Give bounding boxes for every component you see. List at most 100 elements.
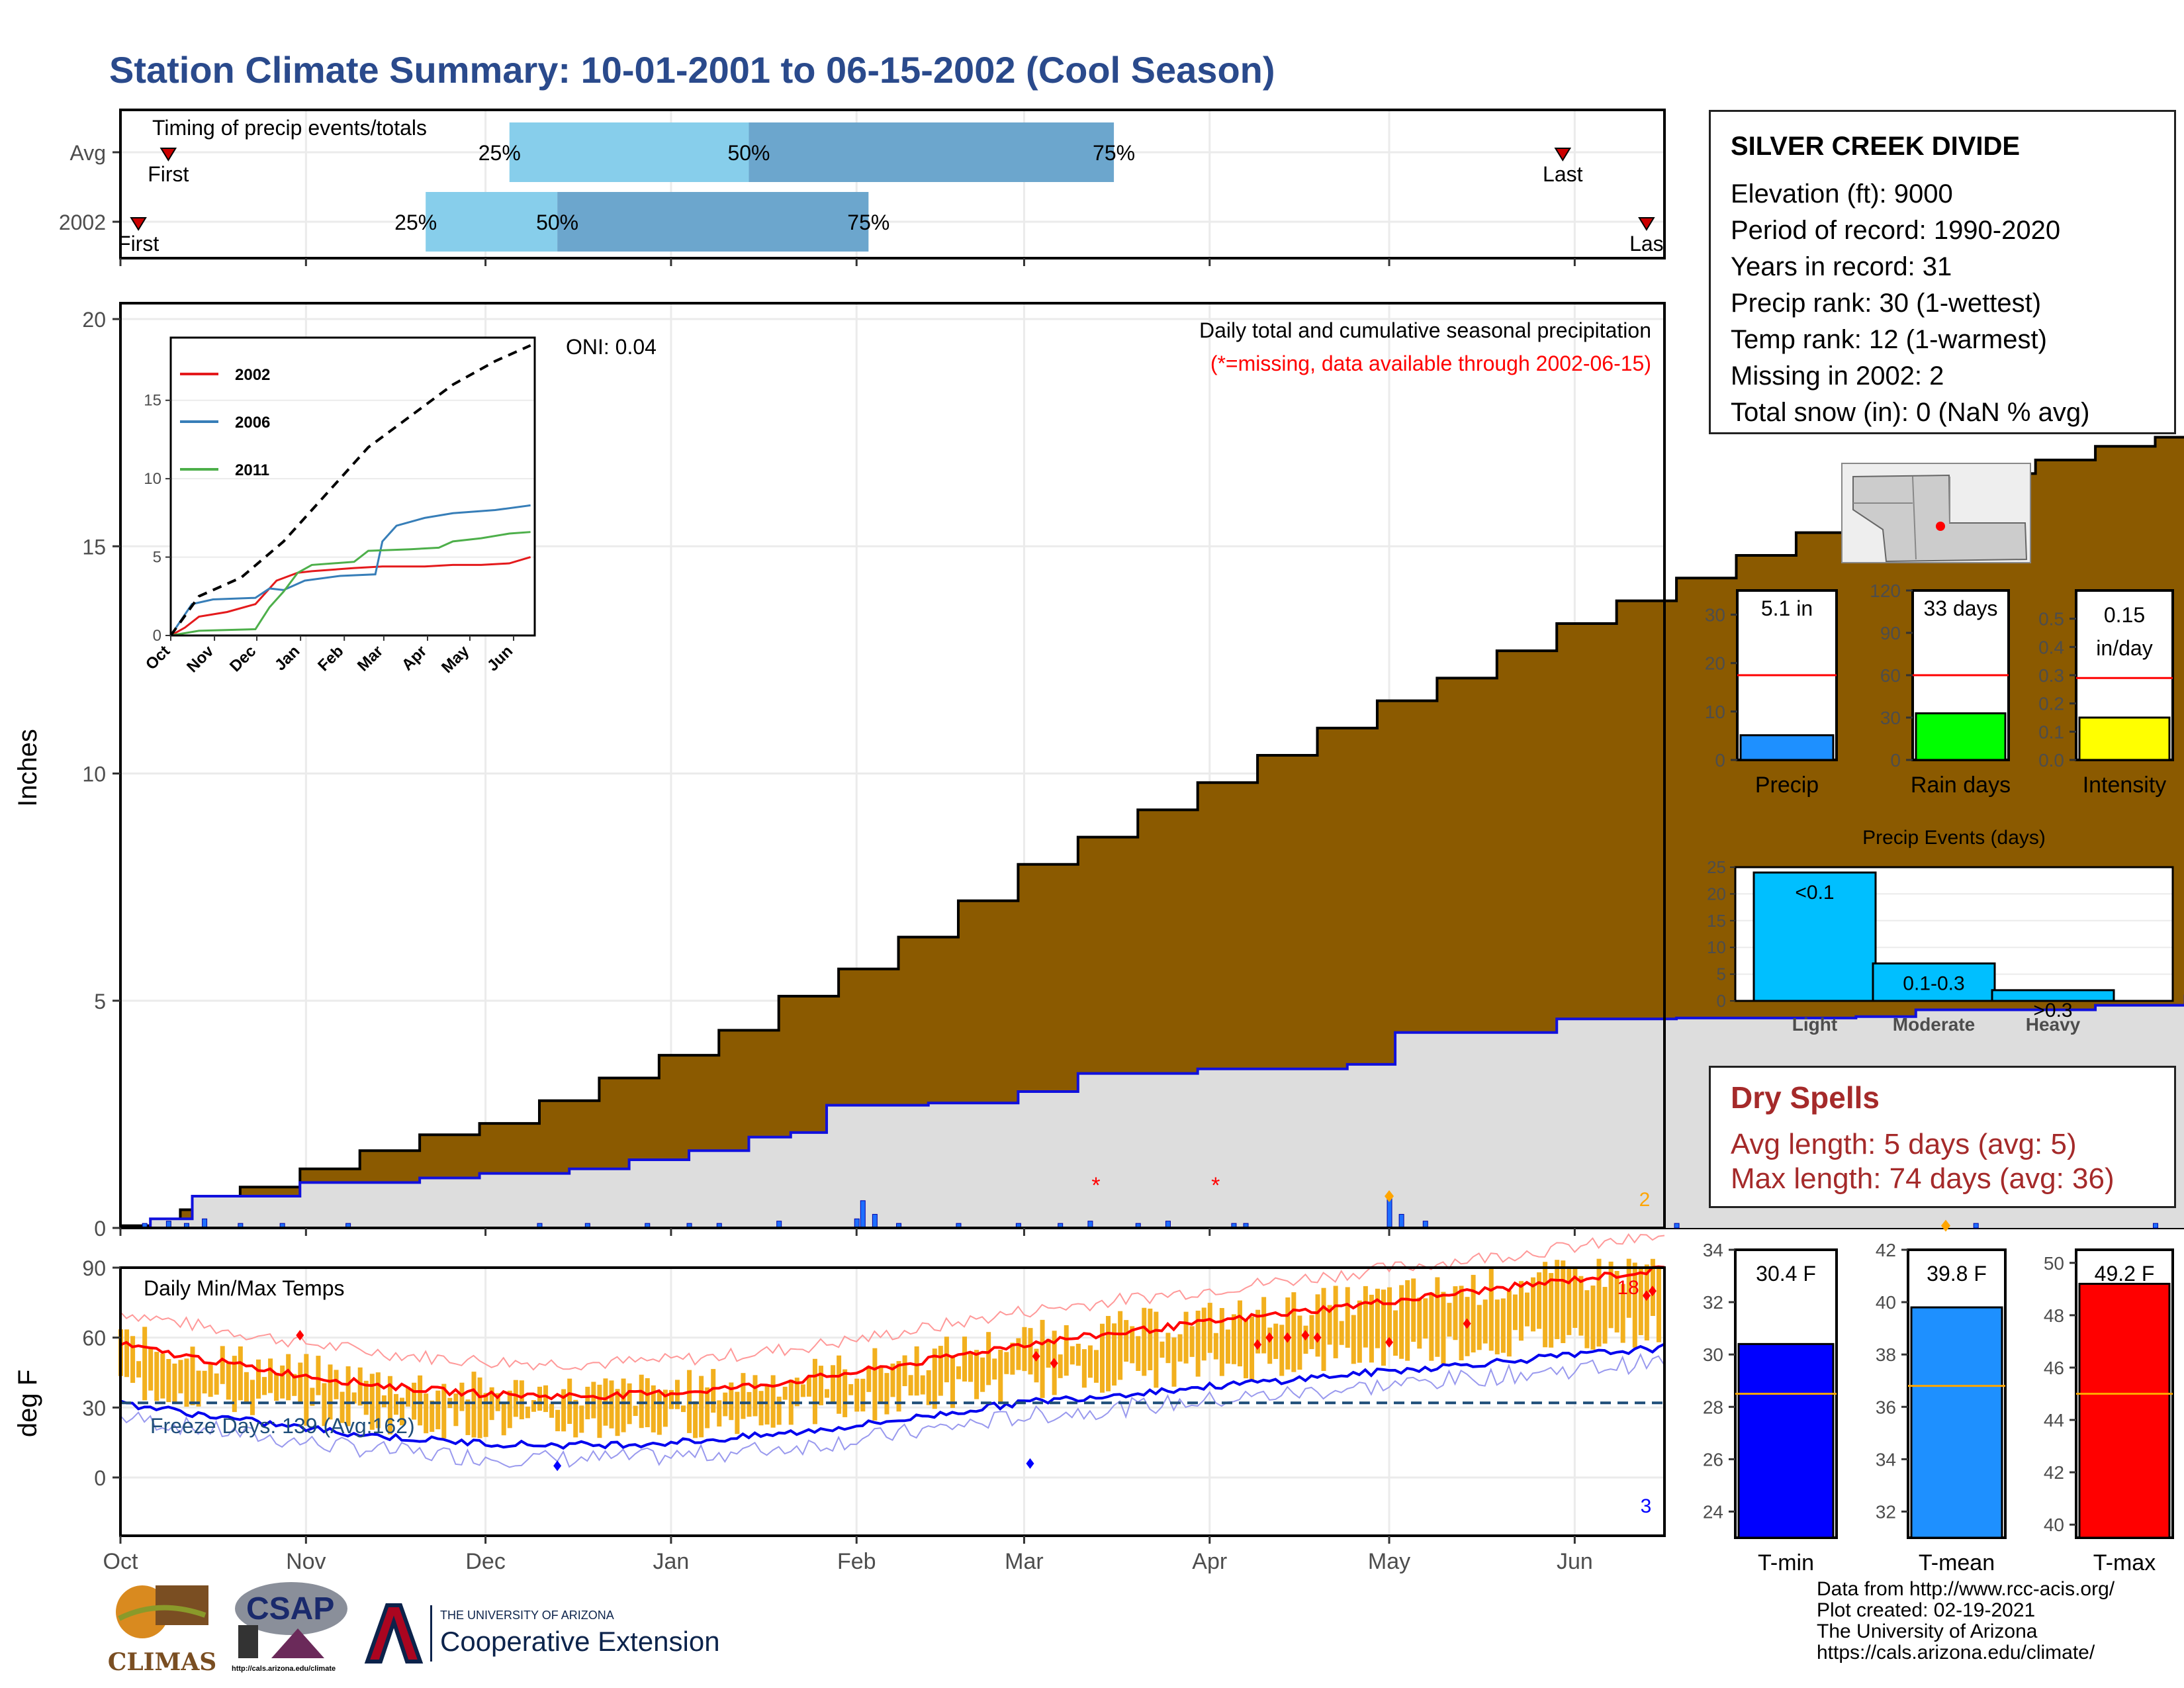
station-line: Period of record: 1990-2020 <box>1731 216 2061 245</box>
daily-temp-bar <box>328 1364 333 1420</box>
daily-temp-bar <box>1213 1333 1218 1360</box>
daily-temp-bar <box>537 1386 542 1411</box>
events-frame <box>1734 866 2174 1002</box>
temps-x-tick-label: Jun <box>1557 1549 1593 1574</box>
footer-credits: Data from http://www.rcc-acis.org/ Plot … <box>1817 1579 2115 1664</box>
daily-temp-bar <box>375 1372 381 1429</box>
daily-temp-bar <box>866 1366 872 1392</box>
daily-temp-bar <box>842 1369 848 1417</box>
mini-y-tick-label: 30 <box>1880 708 1901 728</box>
precip-subtitle: (*=missing, data available through 2002-… <box>1210 352 1651 375</box>
daily-temp-bar <box>1417 1297 1422 1349</box>
mini-y-tick-label: 42 <box>2044 1462 2064 1483</box>
daily-temp-bar <box>651 1385 656 1432</box>
inset-y-tick-label: 10 <box>144 470 161 488</box>
daily-precip-bar <box>1398 1213 1404 1229</box>
dry-spells-avg: Avg length: 5 days (avg: 5) <box>1731 1128 2077 1160</box>
daily-temp-bar <box>711 1369 716 1413</box>
daily-temp-bar <box>196 1370 201 1407</box>
daily-temp-bar <box>758 1391 764 1426</box>
daily-temp-bar <box>525 1406 530 1419</box>
daily-temp-bar <box>1584 1290 1590 1348</box>
snow-marker <box>1385 1190 1394 1202</box>
daily-temp-bar <box>345 1366 351 1427</box>
daily-temp-bar <box>1004 1352 1009 1374</box>
daily-temp-bar <box>190 1346 195 1405</box>
missing-marker: * <box>1211 1173 1220 1198</box>
mini-bar <box>2078 716 2171 761</box>
daily-temp-bar <box>1255 1309 1261 1354</box>
precip-y-tick-label: 10 <box>82 763 106 786</box>
climas-logo: CLIMAS <box>106 1579 218 1676</box>
avg-min-line <box>120 1342 1665 1450</box>
record-high-marker <box>1642 1290 1651 1301</box>
daily-temp-bar <box>1411 1278 1416 1342</box>
daily-temp-bar <box>1142 1307 1147 1376</box>
daily-temp-bar <box>1561 1260 1566 1343</box>
timing-frame <box>119 109 1666 259</box>
daily-temp-bar <box>573 1399 578 1438</box>
daily-temp-bar <box>752 1375 758 1417</box>
mini-y-tick-label: 60 <box>1880 665 1901 686</box>
station-map <box>1841 463 2031 563</box>
daily-temp-bar <box>645 1378 650 1427</box>
daily-temp-bar <box>567 1378 572 1425</box>
events-y-tick-label: 10 <box>1707 937 1726 957</box>
daily-temp-bar <box>1177 1334 1183 1362</box>
daily-temp-bar <box>992 1358 997 1380</box>
mini-bar <box>1739 734 1835 761</box>
timing-bar-upper <box>749 122 1115 182</box>
daily-temp-bar <box>1435 1277 1440 1357</box>
daily-temp-bar <box>393 1393 398 1415</box>
daily-temp-bar <box>555 1409 561 1432</box>
temps-y-axis-label: deg F <box>13 1370 42 1437</box>
mini-y-tick-label: 38 <box>1876 1344 1896 1365</box>
daily-temp-bar <box>406 1386 411 1407</box>
precip-y-tick-label: 20 <box>82 308 106 332</box>
timing-panel: Timing of precip events/totals 25% 50% 75% F… <box>59 109 1666 266</box>
mini-y-tick-label: 24 <box>1703 1501 1723 1522</box>
mini-y-tick-label: 0.4 <box>2038 637 2064 657</box>
daily-temp-bar <box>1118 1311 1123 1380</box>
daily-temp-bar <box>1022 1327 1027 1372</box>
daily-temp-bar <box>723 1392 728 1417</box>
daily-temp-bar <box>136 1361 142 1378</box>
daily-temp-bar <box>1058 1354 1063 1378</box>
station-line: Years in record: 31 <box>1731 252 1952 281</box>
dry-spells-title: Dry Spells <box>1731 1080 1880 1115</box>
station-marker <box>1936 522 1945 531</box>
daily-temp-bar <box>178 1360 183 1393</box>
events-y-tick-label: 0 <box>1717 991 1726 1011</box>
events-bar <box>1752 871 1877 1002</box>
daily-temp-bar <box>148 1347 154 1391</box>
temps-x-tick-label: Apr <box>1192 1549 1227 1574</box>
daily-temp-bar <box>860 1378 866 1412</box>
ua-big-text: Cooperative Extension <box>440 1626 720 1657</box>
record-low-marker <box>553 1460 562 1472</box>
daily-temp-bar <box>1578 1276 1584 1336</box>
daily-temp-bar <box>693 1401 698 1438</box>
daily-temp-bar <box>1471 1274 1476 1353</box>
temps-panel: Daily Min/Max Temps Freeze Days: 139 (Avg… <box>13 1233 1666 1574</box>
daily-temp-bar <box>208 1363 213 1397</box>
inset-legend-label: 2002 <box>235 366 270 384</box>
avg-cumulative-area <box>120 1005 2184 1228</box>
freeze-days-label: Freeze Days: 139 (Avg:162) <box>150 1414 415 1438</box>
record-high-marker <box>1385 1336 1394 1348</box>
timing-p50-label: 50% <box>536 211 578 234</box>
daily-temp-bar <box>735 1391 740 1434</box>
daily-temp-bar <box>1638 1268 1643 1335</box>
daily-temp-bar <box>166 1359 171 1403</box>
daily-temp-bar <box>831 1365 836 1403</box>
mini-y-tick-label: 30 <box>1703 1344 1723 1365</box>
temps-y-tick-label: 0 <box>94 1466 106 1490</box>
daily-temp-bar <box>412 1382 417 1420</box>
ua-small-text: THE UNIVERSITY OF ARIZONA <box>440 1609 614 1622</box>
temps-x-tick-label: Jan <box>653 1549 690 1574</box>
daily-temp-bar <box>441 1383 447 1438</box>
daily-precip-bar <box>860 1200 866 1229</box>
mini-value-label: 49.2 F <box>2095 1262 2155 1286</box>
daily-temp-bar <box>1614 1270 1619 1333</box>
mini-y-tick-label: 0.2 <box>2038 694 2064 714</box>
daily-temp-bar <box>884 1373 889 1415</box>
